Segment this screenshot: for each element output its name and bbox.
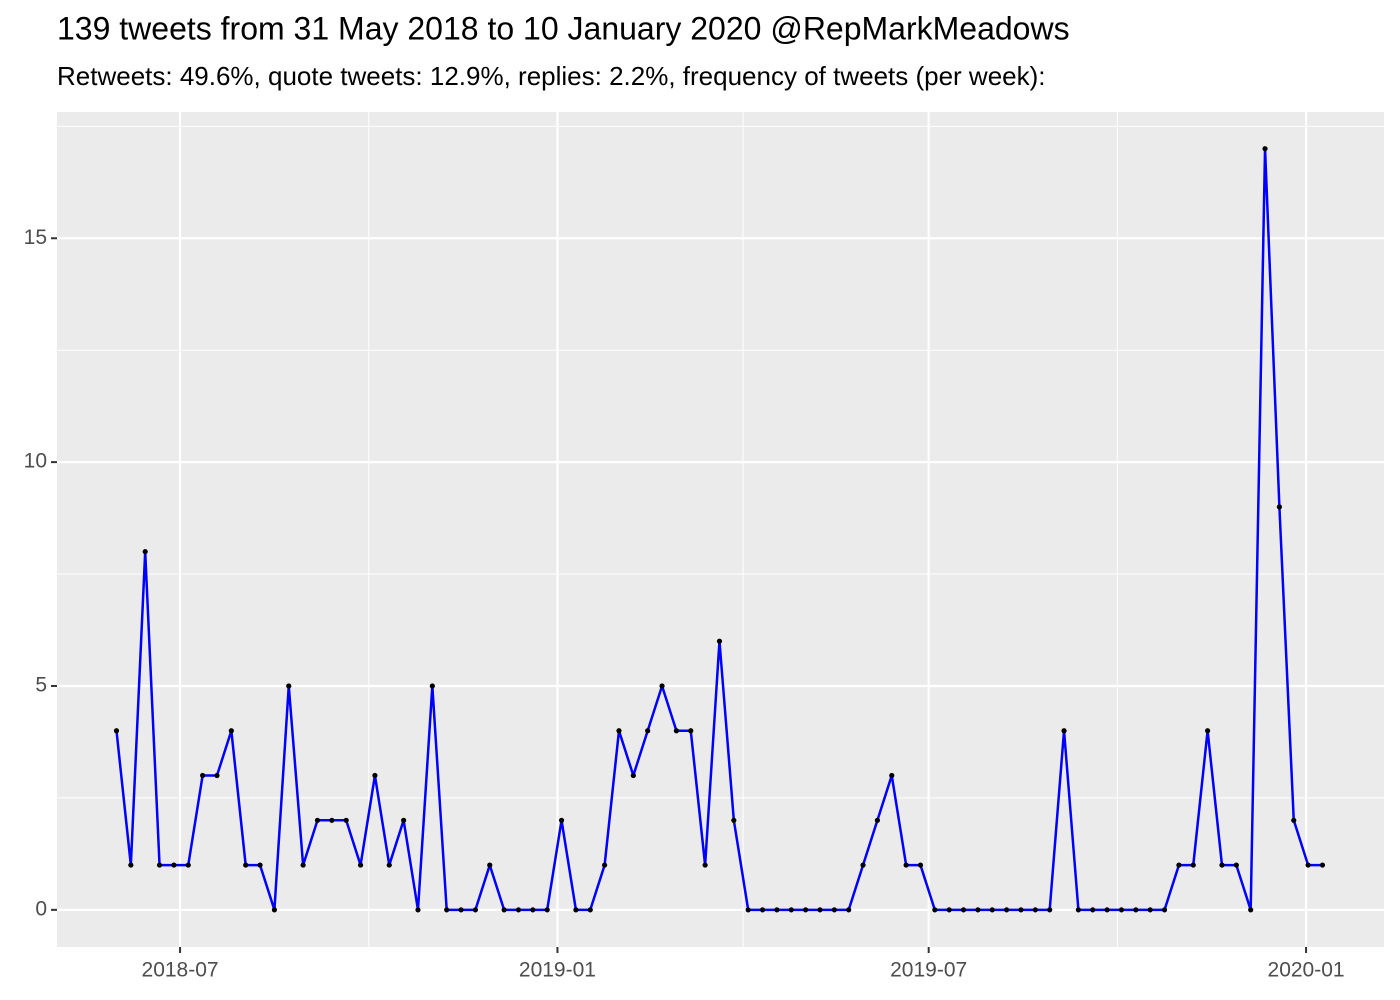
data-point [156,862,163,868]
data-point [458,907,464,913]
data-point [1248,907,1254,913]
data-point [530,907,536,913]
data-point [1176,862,1182,868]
data-point [1161,907,1168,913]
data-point [501,907,507,913]
data-point [113,728,120,734]
data-point [1118,907,1125,913]
data-point [688,728,694,734]
data-point [386,862,392,868]
data-point [1305,862,1311,868]
data-point [214,772,220,779]
data-point [616,728,622,734]
data-point [185,862,191,868]
data-point [142,549,148,555]
x-tick-label: 2018-07 [142,959,219,982]
data-point [1075,907,1082,913]
data-point [544,907,550,913]
data-point [343,817,349,823]
data-point [1190,862,1196,868]
data-point [1018,907,1024,913]
data-point [917,862,924,868]
data-point [1262,146,1268,152]
data-point [587,907,593,913]
data-point [1233,862,1239,868]
data-point [602,862,608,868]
chart-subtitle: Retweets: 49.6%, quote tweets: 12.9%, re… [57,61,1046,91]
data-point [1090,907,1096,913]
data-point [257,862,263,868]
data-point [889,772,895,779]
y-tick-label: 10 [24,450,47,473]
data-point [1276,504,1282,510]
data-point [444,907,450,913]
data-point [745,907,751,913]
data-point [975,907,981,913]
data-point [788,907,794,913]
data-point [874,817,881,823]
data-point [1061,728,1067,734]
data-point [372,772,378,779]
data-point [774,907,780,913]
data-point [228,728,234,734]
x-tick-label: 2019-07 [890,959,967,982]
data-point [1004,907,1010,913]
data-point [171,862,177,868]
data-point [286,683,292,689]
data-point [1047,907,1053,913]
data-point [573,907,579,913]
data-point [630,772,636,779]
data-point [243,862,249,868]
x-tick-label: 2020-01 [1268,959,1345,982]
data-point [1219,862,1225,868]
data-point [1291,817,1297,823]
data-point [759,907,766,913]
data-point [1147,907,1153,913]
data-point [989,907,995,913]
y-tick-label: 5 [35,674,47,697]
data-point [1032,907,1038,913]
data-point [946,907,952,913]
data-point [1104,907,1110,913]
data-point [860,862,866,868]
data-point [817,907,823,913]
data-point [128,862,134,868]
data-point [702,862,708,868]
data-point [300,862,306,868]
data-point [472,907,479,913]
chart-title: 139 tweets from 31 May 2018 to 10 Januar… [57,10,1070,46]
y-tick-label: 15 [24,226,47,249]
y-tick-label: 0 [35,897,47,920]
data-point [846,907,852,913]
plot-panel [57,112,1384,947]
data-point [903,862,909,868]
data-point [429,683,435,689]
data-point [1319,862,1326,868]
data-point [329,817,335,823]
data-point [314,817,321,823]
data-point [1133,907,1139,913]
data-point [932,907,938,913]
data-point [803,907,809,913]
data-point [357,862,364,868]
data-point [558,817,565,823]
data-point [415,907,421,913]
data-point [200,772,206,779]
data-point [673,728,680,734]
data-point [831,907,837,913]
data-point [645,728,651,734]
data-point [716,638,723,644]
data-point [731,817,737,823]
data-point [401,817,407,823]
data-point [515,907,522,913]
data-point [659,683,665,689]
data-point [1205,728,1211,734]
data-point [487,862,493,868]
x-tick-label: 2019-01 [519,959,596,982]
data-point [271,907,278,913]
data-point [960,907,967,913]
